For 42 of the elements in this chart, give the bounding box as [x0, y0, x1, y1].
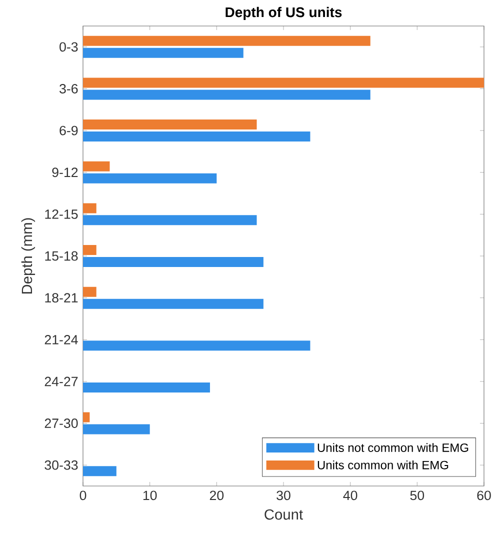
- bar: [82, 298, 264, 309]
- y-axis-title: Depth (mm): [21, 218, 36, 294]
- y-tick-label: 3-6: [60, 84, 78, 94]
- bar: [82, 161, 110, 172]
- bar: [82, 340, 310, 351]
- legend-label: Units not common with EMG: [318, 443, 468, 452]
- x-tick-label: 30: [276, 490, 290, 500]
- y-tick-label: 27-30: [44, 418, 78, 428]
- y-tick-label: 18-21: [45, 293, 78, 303]
- bar: [82, 412, 90, 422]
- bar: [82, 173, 217, 184]
- x-tick-label: 0: [80, 490, 86, 500]
- bar: [82, 257, 264, 268]
- legend-label: Units common with EMG: [318, 460, 448, 470]
- bar: [82, 90, 370, 100]
- x-tick-label: 60: [477, 490, 491, 500]
- y-tick-label: 9-12: [52, 168, 78, 178]
- x-tick-label: 20: [210, 490, 224, 500]
- x-tick-label: 10: [143, 490, 157, 500]
- bar: [82, 286, 96, 297]
- bar: [82, 215, 257, 226]
- bar: [82, 382, 210, 392]
- chart-title: Depth of US units: [226, 6, 342, 20]
- bar: [82, 466, 116, 476]
- y-tick-label: 30-33: [44, 460, 78, 470]
- bar: [82, 36, 370, 46]
- y-tick-label: 24-27: [44, 376, 78, 386]
- bar: [82, 203, 96, 214]
- x-tick-label: 40: [343, 490, 358, 500]
- bar: [82, 132, 310, 142]
- y-tick-label: 6-9: [60, 126, 78, 136]
- y-tick-label: 21-24: [44, 334, 78, 344]
- bar: [82, 120, 257, 130]
- bar: [82, 245, 96, 256]
- y-tick-label: 15-18: [45, 251, 78, 261]
- bar: [82, 48, 244, 58]
- y-tick-label: 0-3: [60, 42, 78, 52]
- x-axis-title: Count: [264, 509, 303, 520]
- x-tick-label: 50: [410, 490, 424, 500]
- y-tick-label: 12-15: [45, 209, 78, 219]
- bar: [82, 78, 484, 88]
- bar: [82, 424, 150, 434]
